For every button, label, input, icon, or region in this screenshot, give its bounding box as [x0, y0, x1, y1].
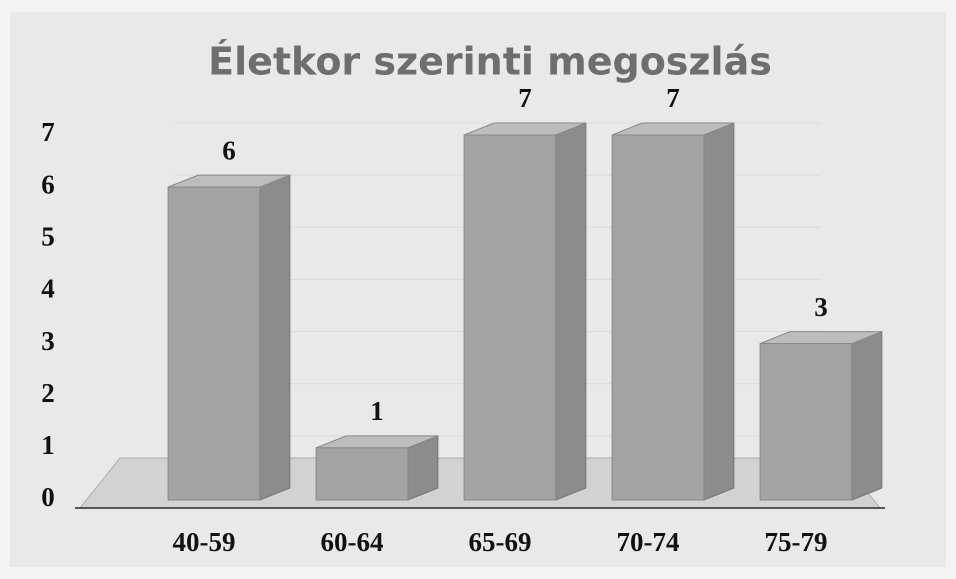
data-label: 3 [814, 292, 828, 322]
bar [463, 134, 557, 501]
bar-side [703, 122, 735, 501]
data-label: 7 [518, 83, 532, 113]
x-tick-label: 60-64 [321, 527, 384, 557]
bar [167, 186, 261, 501]
x-tick-label: 65-69 [469, 527, 532, 557]
y-tick-label: 4 [41, 274, 55, 304]
data-label: 1 [370, 396, 384, 426]
bar [315, 447, 409, 501]
y-tick-label: 2 [41, 378, 55, 408]
data-label: 6 [222, 135, 236, 165]
y-tick-label: 7 [41, 117, 55, 147]
y-tick-label: 6 [41, 169, 55, 199]
y-tick-label: 5 [41, 221, 55, 251]
bar [759, 343, 853, 501]
data-label: 7 [666, 83, 680, 113]
bar [611, 134, 705, 501]
x-tick-label: 75-79 [765, 527, 828, 557]
y-tick-label: 1 [41, 430, 55, 460]
bar-side [555, 122, 587, 501]
chart-title: Életkor szerinti megoszlás [208, 40, 772, 84]
bar-side [851, 330, 883, 501]
y-tick-label: 0 [41, 482, 55, 512]
bar-side [259, 174, 291, 501]
x-tick-label: 70-74 [617, 527, 680, 557]
y-tick-label: 3 [41, 326, 55, 356]
x-tick-label: 40-59 [173, 527, 236, 557]
